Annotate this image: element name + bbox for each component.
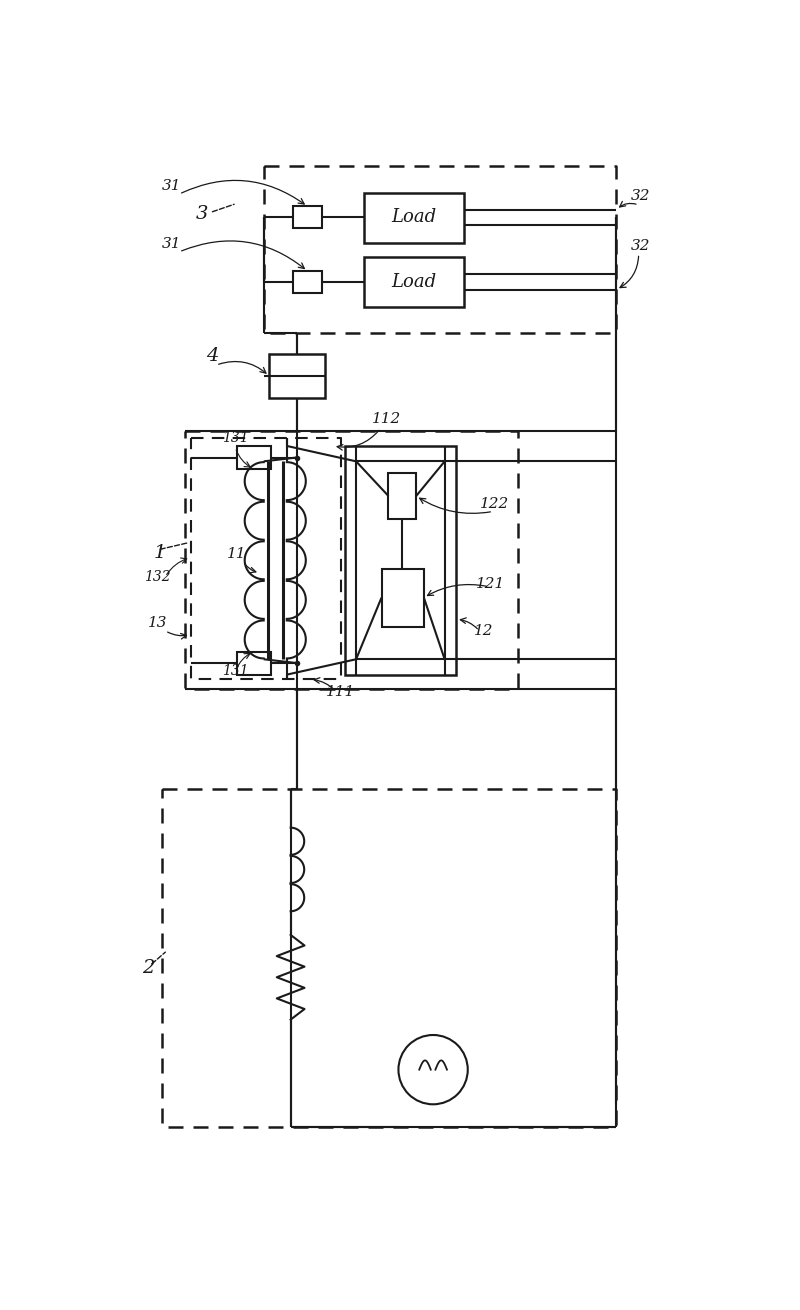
Text: 31: 31 <box>162 178 181 193</box>
Text: Load: Load <box>391 272 437 291</box>
Text: 2: 2 <box>142 959 154 977</box>
Polygon shape <box>293 207 322 228</box>
Text: 31: 31 <box>162 237 181 252</box>
Polygon shape <box>237 651 271 675</box>
Text: 131: 131 <box>222 431 249 445</box>
Text: 132: 132 <box>144 570 170 584</box>
Text: 131: 131 <box>222 664 249 679</box>
Text: 1: 1 <box>154 544 166 562</box>
Text: 32: 32 <box>631 189 650 203</box>
Polygon shape <box>293 271 322 292</box>
Polygon shape <box>364 193 464 242</box>
Text: 13: 13 <box>148 616 167 630</box>
Polygon shape <box>389 473 416 519</box>
Polygon shape <box>364 257 464 308</box>
Text: 32: 32 <box>631 238 650 253</box>
Text: 3: 3 <box>196 204 208 223</box>
Text: 122: 122 <box>480 496 510 511</box>
Text: Load: Load <box>391 208 437 227</box>
Text: 12: 12 <box>474 624 494 638</box>
Text: 121: 121 <box>476 578 506 591</box>
Polygon shape <box>382 569 424 627</box>
Polygon shape <box>237 445 271 469</box>
Polygon shape <box>269 354 325 398</box>
Text: 4: 4 <box>206 347 218 365</box>
Text: 111: 111 <box>326 685 355 700</box>
Text: 11: 11 <box>227 546 246 561</box>
Text: 112: 112 <box>372 411 402 426</box>
